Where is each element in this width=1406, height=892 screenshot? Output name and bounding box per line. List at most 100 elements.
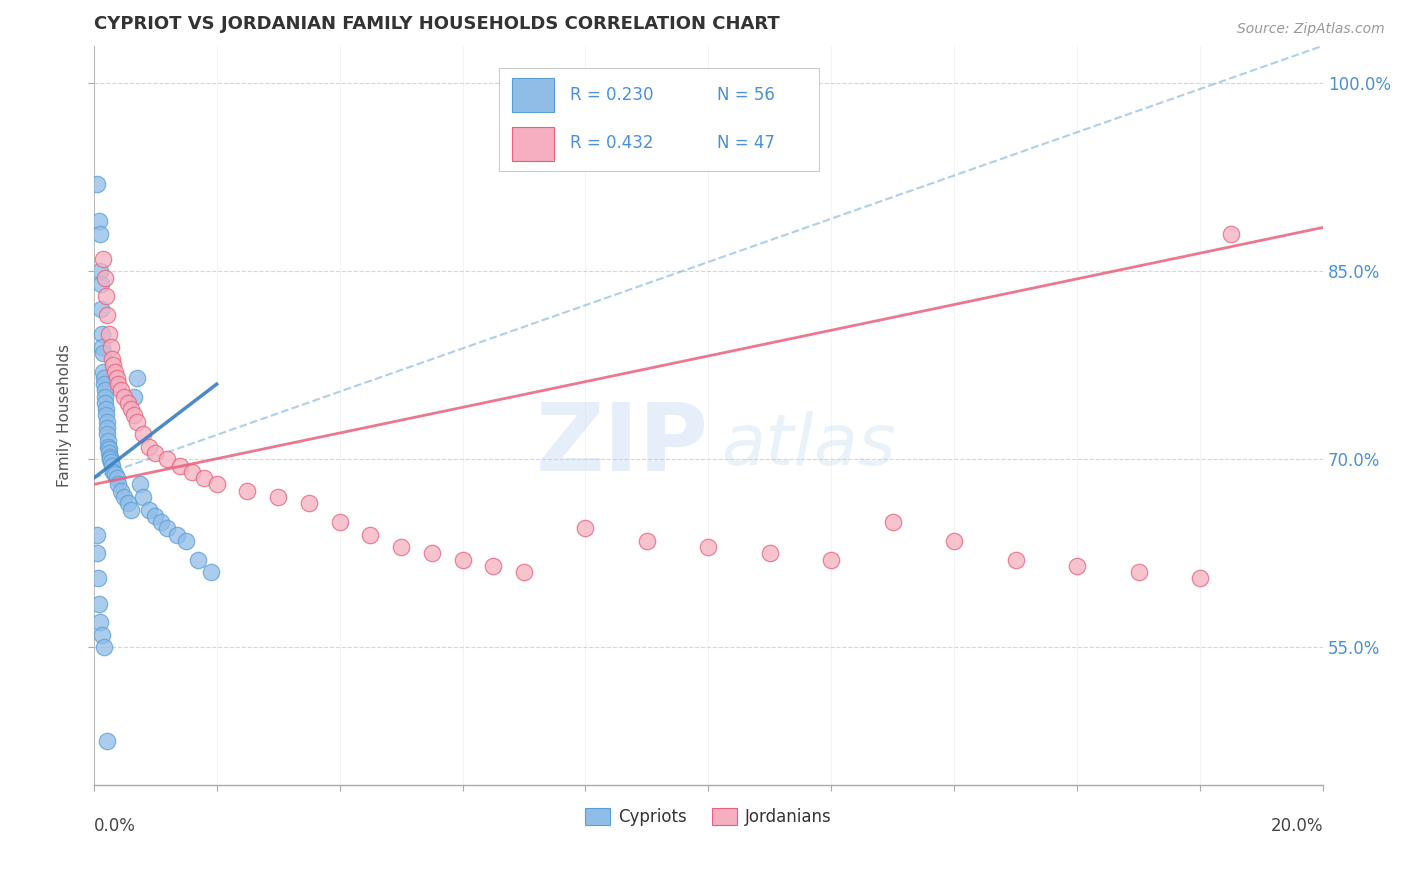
Point	[97, 440, 120, 454]
Point	[103, 359, 125, 373]
Point	[101, 458, 124, 473]
Point	[90, 301, 112, 316]
Point	[132, 427, 155, 442]
Point	[117, 496, 139, 510]
Legend: Cypriots, Jordanians: Cypriots, Jordanians	[578, 801, 838, 832]
Point	[91, 339, 114, 353]
Point	[89, 264, 111, 278]
Point	[96, 421, 118, 435]
Point	[1219, 227, 1241, 241]
Point	[267, 490, 290, 504]
Point	[138, 440, 160, 454]
Point	[107, 477, 129, 491]
Point	[697, 540, 720, 554]
Point	[90, 277, 112, 291]
Point	[114, 390, 136, 404]
Point	[329, 515, 352, 529]
Point	[86, 177, 108, 191]
Point	[513, 565, 536, 579]
Point	[169, 458, 191, 473]
Point	[166, 527, 188, 541]
Point	[100, 339, 122, 353]
Point	[236, 483, 259, 498]
Point	[98, 446, 121, 460]
Point	[87, 214, 110, 228]
Point	[359, 527, 381, 541]
Point	[91, 365, 114, 379]
Point	[1189, 571, 1212, 585]
Point	[132, 490, 155, 504]
Point	[420, 546, 443, 560]
Point	[143, 508, 166, 523]
Point	[87, 571, 110, 585]
Point	[89, 615, 111, 630]
Point	[193, 471, 215, 485]
Point	[104, 467, 127, 482]
Point	[107, 377, 129, 392]
Point	[1066, 558, 1088, 573]
Point	[93, 371, 115, 385]
Point	[138, 502, 160, 516]
Point	[451, 552, 474, 566]
Point	[91, 252, 114, 266]
Point	[90, 326, 112, 341]
Text: ZIP: ZIP	[536, 399, 709, 491]
Point	[943, 533, 966, 548]
Point	[125, 371, 148, 385]
Point	[122, 390, 145, 404]
Point	[1128, 565, 1150, 579]
Text: atlas: atlas	[721, 410, 896, 480]
Point	[105, 371, 128, 385]
Point	[89, 227, 111, 241]
Point	[96, 415, 118, 429]
Point	[94, 409, 117, 423]
Text: 20.0%: 20.0%	[1271, 817, 1323, 835]
Point	[636, 533, 658, 548]
Point	[120, 502, 142, 516]
Point	[94, 289, 117, 303]
Y-axis label: Family Households: Family Households	[58, 344, 72, 487]
Point	[114, 490, 136, 504]
Point	[482, 558, 505, 573]
Point	[110, 384, 132, 398]
Point	[86, 527, 108, 541]
Point	[389, 540, 412, 554]
Point	[97, 434, 120, 448]
Point	[205, 477, 228, 491]
Point	[882, 515, 904, 529]
Point	[820, 552, 842, 566]
Point	[187, 552, 209, 566]
Point	[298, 496, 321, 510]
Point	[759, 546, 782, 560]
Point	[93, 640, 115, 655]
Point	[91, 346, 114, 360]
Point	[150, 515, 173, 529]
Point	[93, 377, 115, 392]
Point	[96, 734, 118, 748]
Point	[86, 546, 108, 560]
Point	[574, 521, 596, 535]
Point	[128, 477, 150, 491]
Text: 0.0%: 0.0%	[94, 817, 135, 835]
Point	[98, 452, 121, 467]
Point	[96, 308, 118, 322]
Point	[104, 365, 127, 379]
Point	[98, 442, 121, 457]
Point	[100, 455, 122, 469]
Point	[117, 396, 139, 410]
Point	[103, 465, 125, 479]
Point	[1004, 552, 1026, 566]
Point	[125, 415, 148, 429]
Point	[96, 427, 118, 442]
Point	[105, 471, 128, 485]
Point	[143, 446, 166, 460]
Point	[110, 483, 132, 498]
Point	[90, 628, 112, 642]
Point	[94, 402, 117, 417]
Point	[120, 402, 142, 417]
Point	[122, 409, 145, 423]
Point	[94, 390, 117, 404]
Point	[156, 521, 179, 535]
Point	[94, 396, 117, 410]
Point	[94, 270, 117, 285]
